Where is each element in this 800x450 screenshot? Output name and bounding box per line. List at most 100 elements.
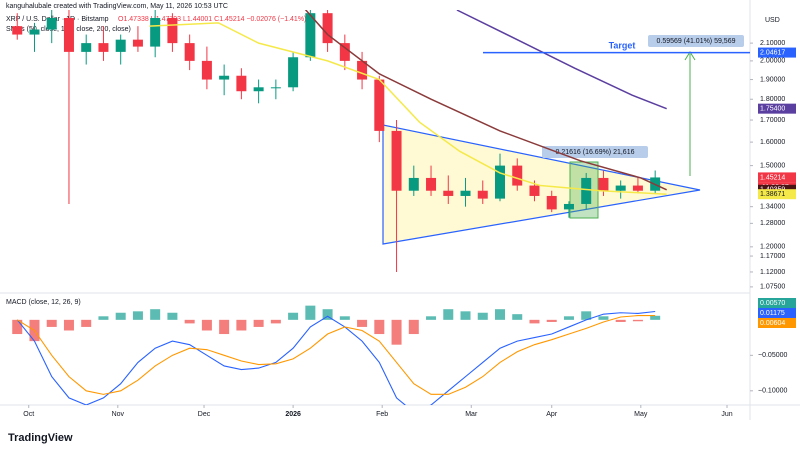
histogram-bar <box>236 319 247 331</box>
candle-body <box>63 18 74 52</box>
ohlc: O1.47338 H1.47793 L1.44001 C1.45214 −0.0… <box>118 16 306 23</box>
histogram-bar <box>632 319 643 322</box>
price-label-bg <box>758 47 796 58</box>
measure-label-bg <box>542 146 648 158</box>
y-tick-label: 1.12000 <box>760 269 785 276</box>
histogram-bar <box>495 309 505 320</box>
target-text: Target <box>609 40 636 50</box>
candle-body <box>460 190 471 196</box>
histogram-bar <box>81 319 92 327</box>
value-label: 0.01175 <box>760 310 785 317</box>
macd-line <box>16 315 656 395</box>
symbol: XRP / U.S. Dollar · 1D · Bitstamp <box>6 16 109 23</box>
price-label: 1.45214 <box>760 174 785 181</box>
price-label-bg <box>758 189 796 200</box>
sma-line <box>456 10 667 110</box>
histogram-bar <box>426 316 437 320</box>
macd-pane <box>12 305 661 405</box>
histogram-bar <box>512 314 523 320</box>
target-label: 0.59569 (41.01%) 59,569 <box>656 38 735 45</box>
histogram-bar <box>374 319 385 335</box>
histogram-bar <box>477 312 488 320</box>
x-tick-label: Oct <box>23 411 34 418</box>
histogram-bar <box>598 316 609 320</box>
histogram-bar <box>270 319 281 324</box>
candle-body <box>443 190 454 196</box>
price-label: 1.38671 <box>760 191 785 198</box>
value-label: 0.00604 <box>760 320 785 327</box>
x-tick-label: 2026 <box>285 411 301 418</box>
logo: TradingView <box>8 432 73 444</box>
candle-body <box>512 165 523 186</box>
histogram-bar <box>650 315 661 320</box>
candle-body <box>253 87 264 92</box>
candle-body <box>219 75 230 80</box>
triangle-pattern <box>382 124 701 245</box>
candle-body <box>391 130 402 191</box>
y-tick-label: 1.80000 <box>760 96 785 103</box>
candle-body <box>339 43 350 61</box>
price-label: 1.75400 <box>760 106 785 113</box>
candle-body <box>29 29 40 35</box>
sma-line <box>304 10 667 191</box>
y-tick-label: −0.05000 <box>758 352 787 359</box>
histogram-bar <box>581 311 592 320</box>
macd-legend: MACD (close, 12, 26, 9) <box>6 299 81 306</box>
histogram-bar <box>339 316 350 320</box>
histogram-bar <box>357 319 368 327</box>
candle-body <box>167 18 178 44</box>
histogram-bar <box>546 319 557 322</box>
price-label: 2.04617 <box>760 49 785 56</box>
y-tick-label: 1.07500 <box>760 284 785 291</box>
histogram-bar <box>322 309 333 320</box>
currency: USD <box>765 17 780 24</box>
candle-body <box>563 203 574 210</box>
candle-body <box>426 177 437 191</box>
measure-label: 0.21616 (16.69%) 21,616 <box>555 149 634 156</box>
candle-body <box>632 185 643 191</box>
y-tick-label: 1.34000 <box>760 204 785 211</box>
candle-body <box>408 177 419 191</box>
candle-body <box>288 57 299 88</box>
value-label-bg <box>758 298 796 308</box>
candle-body <box>598 177 609 191</box>
histogram-bar <box>408 319 419 335</box>
histogram-bar <box>63 319 74 331</box>
histogram-bar <box>253 319 264 327</box>
x-tick-label: Apr <box>546 411 558 418</box>
histogram-bar <box>563 316 574 320</box>
candle-body <box>150 18 161 47</box>
price-label-bg <box>758 103 796 114</box>
candle-body <box>81 43 92 52</box>
histogram-bar <box>12 319 23 335</box>
histogram-bar <box>529 319 540 324</box>
histogram-bar <box>115 312 126 320</box>
candle-body <box>615 185 626 191</box>
y-tick-label: 1.70000 <box>760 117 785 124</box>
y-tick-label: 2.10000 <box>760 40 785 47</box>
histogram-bar <box>184 319 195 324</box>
credit: kanguhalubale created with TradingView.c… <box>6 3 228 10</box>
price-pane <box>12 10 667 272</box>
histogram-bar <box>150 309 161 320</box>
candle-body <box>236 75 247 92</box>
candle-body <box>115 39 126 52</box>
y-tick-label: 2.00000 <box>760 58 785 65</box>
candle-body <box>357 60 368 80</box>
histogram-bar <box>132 311 143 320</box>
y-tick-label: 1.17000 <box>760 253 785 260</box>
histogram-bar <box>219 319 230 335</box>
candle-body <box>322 13 333 44</box>
candle-body <box>270 87 281 89</box>
histogram-bar <box>460 311 471 320</box>
histogram-bar <box>98 316 109 320</box>
y-tick-label: 1.90000 <box>760 76 785 83</box>
price-label-bg <box>758 172 796 183</box>
x-tick-label: May <box>634 411 648 418</box>
y-tick-label: 1.60000 <box>760 139 785 146</box>
candle-body <box>201 60 212 80</box>
target-label-bg <box>648 35 744 47</box>
y-tick-label: 1.50000 <box>760 162 785 169</box>
